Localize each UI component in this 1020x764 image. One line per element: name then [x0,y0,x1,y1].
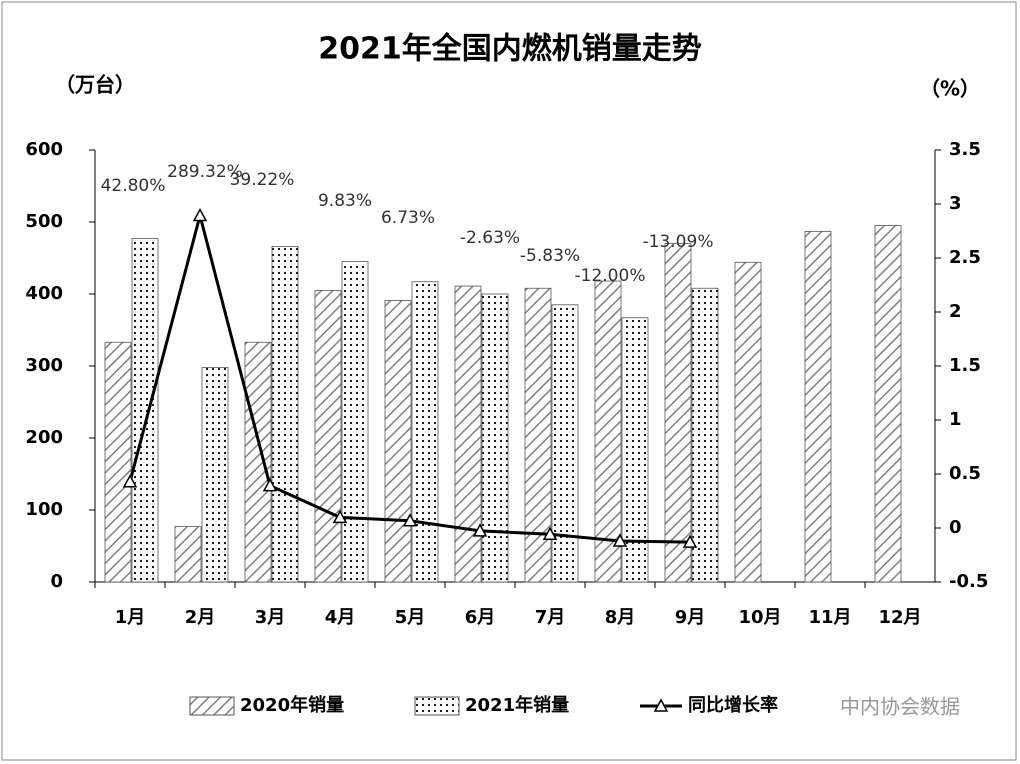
y-axis-label: （万台） [55,73,135,97]
x-tick-label: 4月 [325,607,356,628]
bar [621,317,649,583]
x-tick-label: 5月 [395,607,426,628]
data-label: -13.09% [643,232,714,252]
marker [542,526,558,541]
data-label: 39.22% [230,170,295,190]
marker [122,474,138,488]
y2-tick-label: 2 [949,301,962,322]
legend-swatch [189,696,235,716]
y2-tick-label: 1.5 [949,355,981,376]
x-tick-label: 7月 [535,607,566,628]
y-tick-label: 400 [25,283,63,304]
x-tick-label: 6月 [465,607,496,628]
data-label: -5.83% [520,246,580,266]
marker [682,534,698,548]
x-tick-label: 3月 [255,607,286,628]
y2-tick-label: 2.5 [949,247,981,268]
marker [472,523,488,537]
bar [411,281,439,583]
y-tick-label: 200 [25,427,63,448]
legend-label: 2021年销量 [465,694,569,716]
y2-tick-label: 3.5 [949,139,981,160]
x-tick-label: 11月 [808,607,851,628]
legend-label: 2020年销量 [240,694,344,716]
bar [201,367,229,583]
bar [174,526,202,583]
bar [804,230,832,583]
bar [271,246,299,583]
bar [131,238,159,583]
bar [481,293,509,583]
y2-tick-label: 1 [949,409,962,430]
bar [454,285,482,583]
marker [332,509,348,524]
bar [244,341,272,583]
y-tick-label: 300 [25,355,63,376]
legend-swatch [414,696,460,716]
bar [874,225,902,583]
bar [594,280,622,583]
bar [664,243,692,583]
y-tick-label: 600 [25,139,63,160]
x-tick-label: 8月 [605,607,636,628]
bar [691,287,719,583]
x-tick-label: 9月 [675,607,706,628]
y-tick-label: 500 [25,211,63,232]
y-tick-label: 0 [50,571,63,592]
data-label: -12.00% [575,266,646,286]
y2-tick-label: 3 [949,193,962,214]
data-label: 289.32% [167,162,243,182]
x-tick-label: 1月 [115,607,146,628]
x-tick-label: 10月 [738,607,781,628]
watermark: 中内协会数据 [840,695,960,719]
marker [402,513,418,527]
data-label: 9.83% [318,191,372,211]
bar [384,300,412,583]
y2-axis-label: （%） [920,77,980,101]
data-label: 6.73% [381,208,435,228]
marker [612,533,628,547]
legend-label: 同比增长率 [688,694,778,716]
marker [192,207,208,222]
data-label: 42.80% [101,176,166,196]
bar [734,261,762,583]
legend-swatch [653,698,669,712]
x-tick-label: 2月 [185,607,216,628]
chart-title: 2021年全国内燃机销量走势 [318,32,702,67]
bar [104,341,132,583]
bar [314,289,342,583]
y-tick-label: 100 [25,499,63,520]
marker [262,478,278,492]
bar [551,304,579,583]
data-label: -2.63% [460,228,520,248]
y2-tick-label: 0.5 [949,463,981,484]
x-tick-label: 12月 [878,607,921,628]
bar [341,261,369,583]
y2-tick-label: -0.5 [949,571,988,592]
y2-tick-label: 0 [949,517,962,538]
